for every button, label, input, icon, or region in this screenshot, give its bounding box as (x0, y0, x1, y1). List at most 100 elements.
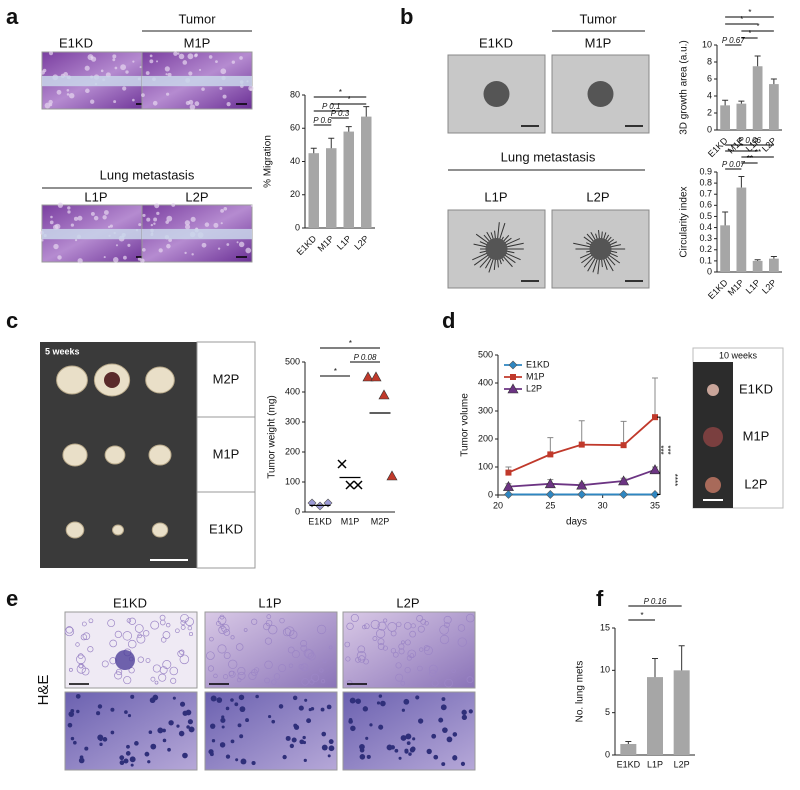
cell (156, 60, 159, 63)
error-bar (578, 420, 585, 445)
nucleus (441, 697, 446, 701)
y-tick-label: 0 (707, 124, 712, 134)
photo-label: 10 weeks (719, 350, 758, 360)
y-tick-label: 0 (295, 222, 300, 232)
significance-bracket (657, 416, 661, 495)
image-label: L2P (586, 189, 609, 204)
alveolus (115, 668, 123, 676)
error-bar (328, 137, 335, 149)
alveolus (162, 631, 171, 639)
error-bar (770, 78, 777, 85)
y-tick-label: 0.5 (699, 211, 712, 221)
y-tick-label: 60 (290, 123, 300, 133)
marker (652, 414, 658, 421)
group-label: Lung metastasis (501, 149, 596, 164)
alveolus (357, 645, 366, 654)
cell (145, 71, 150, 75)
error-bar (620, 420, 627, 446)
bar (752, 66, 763, 130)
nucleus (245, 718, 250, 723)
nucleus (182, 710, 188, 716)
alveolus (264, 637, 273, 645)
alveolus (429, 669, 437, 677)
alveolus (64, 626, 75, 637)
image-label: L2P (185, 189, 208, 204)
significance-label: * (640, 611, 644, 620)
histology (204, 691, 338, 771)
y-tick-label: 0.7 (699, 189, 712, 199)
nucleus (168, 720, 174, 726)
alveolus (417, 665, 423, 672)
nucleus (220, 717, 226, 723)
nucleus (70, 736, 75, 741)
error-bar (754, 259, 761, 261)
tumor (148, 444, 172, 466)
alveolus (248, 671, 257, 680)
nucleus (230, 739, 235, 744)
nucleus (182, 752, 188, 759)
alveolus (278, 664, 287, 673)
bar (736, 103, 747, 130)
significance-label: * (347, 95, 351, 104)
panel-label: c (6, 308, 18, 333)
y-tick-label: 300 (285, 416, 300, 426)
bar (308, 153, 319, 228)
y-tick-label: 2 (707, 107, 712, 117)
cell (125, 70, 129, 74)
alveolus (213, 673, 218, 679)
marker (545, 490, 555, 499)
error-bar (625, 740, 632, 744)
cell (164, 66, 170, 72)
y-tick-label: 0 (707, 266, 712, 276)
alveolus (419, 647, 424, 652)
cell (127, 243, 131, 247)
nucleus (304, 698, 308, 702)
significance-label: * (748, 29, 752, 38)
nucleus (221, 715, 225, 719)
nucleus (99, 742, 103, 747)
nucleus (134, 741, 139, 746)
significance-label: P 0.08 (354, 353, 377, 362)
cell (49, 220, 54, 225)
cell (77, 258, 83, 264)
cell (66, 88, 70, 92)
alveolus (451, 668, 456, 673)
alveolus (228, 659, 238, 669)
alveolus (159, 619, 166, 626)
cell (153, 222, 156, 225)
alveolus (319, 668, 324, 673)
cell (50, 215, 53, 219)
significance-label: * (756, 22, 760, 31)
x-tick-label: M1P (726, 277, 746, 297)
marker (650, 490, 660, 499)
nucleus (440, 704, 447, 711)
error-bar (652, 657, 658, 678)
nucleus (348, 719, 353, 724)
cell (217, 247, 221, 250)
cell (185, 100, 191, 106)
cell (184, 251, 187, 255)
nucleus (328, 739, 334, 745)
alveolus (170, 677, 177, 684)
nucleus (225, 754, 231, 759)
cell (93, 215, 99, 221)
column-label: E1KD (113, 595, 147, 610)
nucleus (461, 709, 467, 716)
image-label: M1P (184, 35, 211, 50)
legend-label: M1P (526, 371, 545, 381)
photo-label: 5 weeks (45, 346, 80, 356)
cell (67, 206, 71, 210)
marker (504, 490, 513, 499)
significance-label: * (740, 15, 744, 24)
nucleus (380, 700, 386, 707)
bar (769, 258, 779, 272)
alveolus (395, 673, 404, 682)
nucleus (412, 737, 416, 741)
alveolus (398, 648, 405, 655)
row-label: M2P (213, 371, 240, 386)
alveolus (175, 628, 180, 634)
alveolus (346, 680, 353, 686)
cell (226, 102, 231, 107)
alveolus (431, 679, 439, 687)
alveolus (345, 656, 351, 662)
